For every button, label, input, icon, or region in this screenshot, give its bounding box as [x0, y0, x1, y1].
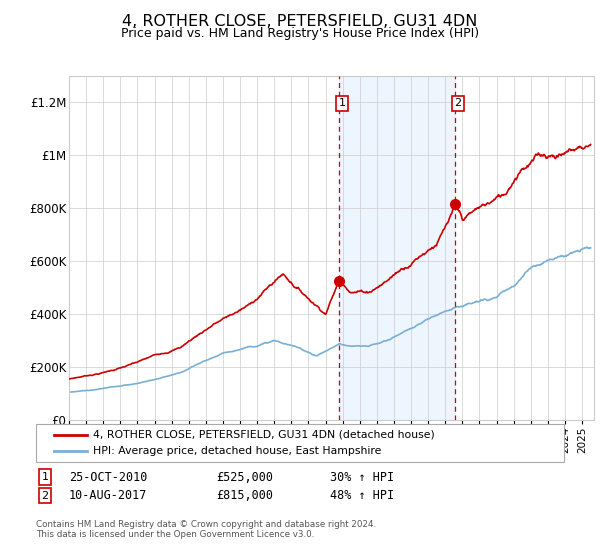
Text: Contains HM Land Registry data © Crown copyright and database right 2024.
This d: Contains HM Land Registry data © Crown c…: [36, 520, 376, 539]
Text: Price paid vs. HM Land Registry's House Price Index (HPI): Price paid vs. HM Land Registry's House …: [121, 27, 479, 40]
Text: 1: 1: [338, 99, 346, 109]
Text: HPI: Average price, detached house, East Hampshire: HPI: Average price, detached house, East…: [93, 446, 382, 456]
Text: 10-AUG-2017: 10-AUG-2017: [69, 489, 148, 502]
Text: £815,000: £815,000: [216, 489, 273, 502]
Text: 48% ↑ HPI: 48% ↑ HPI: [330, 489, 394, 502]
Text: 25-OCT-2010: 25-OCT-2010: [69, 470, 148, 484]
Text: 30% ↑ HPI: 30% ↑ HPI: [330, 470, 394, 484]
Text: 4, ROTHER CLOSE, PETERSFIELD, GU31 4DN: 4, ROTHER CLOSE, PETERSFIELD, GU31 4DN: [122, 14, 478, 29]
Text: £525,000: £525,000: [216, 470, 273, 484]
Text: 2: 2: [454, 99, 461, 109]
Bar: [340, 76, 455, 420]
Text: 2: 2: [41, 491, 49, 501]
Text: 1: 1: [41, 472, 49, 482]
Text: 4, ROTHER CLOSE, PETERSFIELD, GU31 4DN (detached house): 4, ROTHER CLOSE, PETERSFIELD, GU31 4DN (…: [93, 430, 435, 440]
